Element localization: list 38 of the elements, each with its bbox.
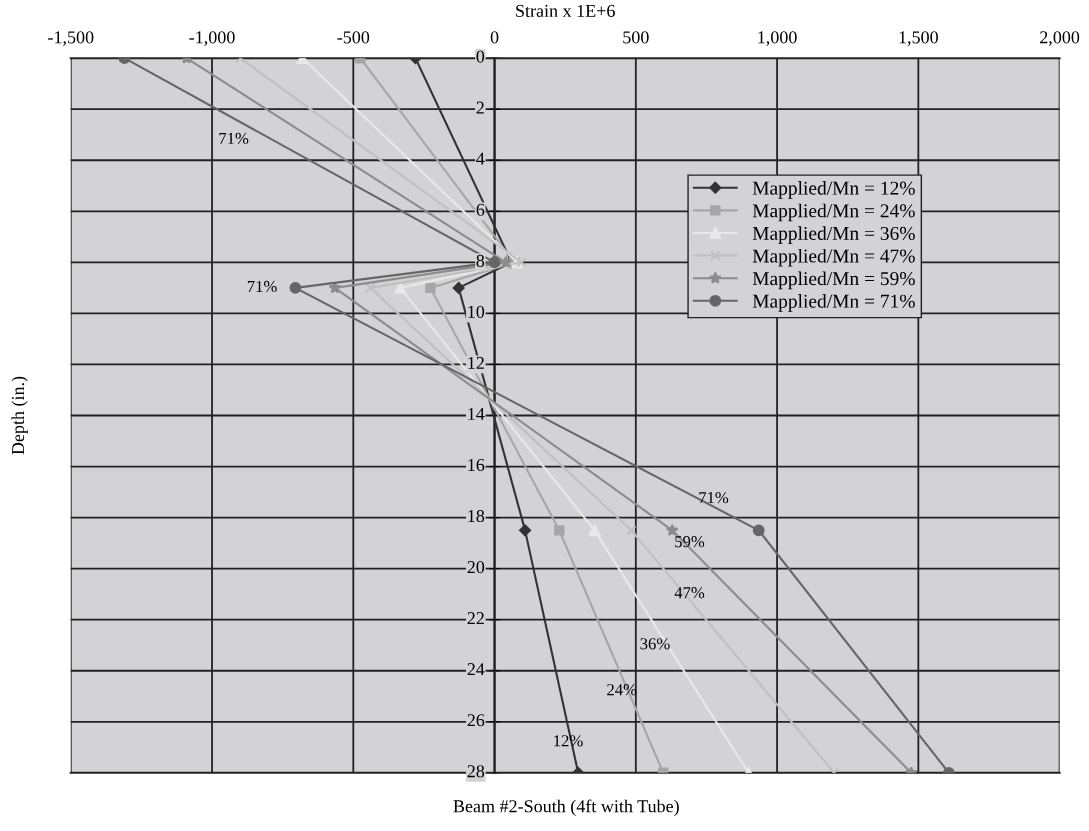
legend-label: Mapplied/Mn = 36% — [752, 226, 915, 244]
annotation: 36% — [640, 638, 670, 650]
legend-label: Mapplied/Mn = 47% — [752, 248, 915, 267]
y-tick-label: 6 — [476, 203, 485, 216]
x-tick-label: 1,000 — [758, 31, 797, 46]
x-tick-label: -1,000 — [189, 31, 235, 46]
x-tick-label: 2,000 — [1040, 31, 1080, 46]
y-tick-label: 2 — [476, 101, 484, 114]
legend-label: Mapplied/Mn = 71% — [752, 294, 915, 312]
annotation: 71% — [219, 132, 249, 145]
annotation: 47% — [674, 587, 705, 599]
x-tick-label: 500 — [623, 31, 649, 44]
x-tick-label: -1,500 — [48, 31, 94, 46]
y-tick-label: 18 — [468, 509, 485, 523]
y-axis-title: Depth (in.) — [11, 376, 28, 455]
y-tick-label: 16 — [468, 458, 485, 472]
y-tick-label: 4 — [476, 152, 485, 165]
x-axis-title: Strain x 1E+6 — [516, 4, 615, 17]
x-tick-label: 0 — [490, 31, 499, 44]
y-tick-label: 24 — [467, 663, 485, 676]
legend-label: Mapplied/Mn = 24% — [752, 203, 915, 222]
annotation: 71% — [247, 280, 277, 293]
y-tick-label: 10 — [468, 305, 485, 318]
annotation: 71% — [699, 491, 729, 504]
y-tick-label: 8 — [476, 254, 485, 267]
legend-label: Mapplied/Mn = 59% — [752, 271, 915, 290]
y-tick-label: 28 — [467, 765, 485, 778]
y-tick-label: 0 — [476, 50, 485, 63]
y-tick-label: 12 — [468, 356, 484, 369]
annotation: 59% — [675, 536, 705, 548]
x-tick-label: 1,500 — [899, 31, 938, 46]
y-tick-label: 26 — [467, 714, 485, 727]
legend-label: Mapplied/Mn = 12% — [752, 181, 915, 199]
y-tick-label: 22 — [467, 612, 484, 625]
y-tick-label: 20 — [467, 560, 485, 574]
y-tick-label: 14 — [468, 407, 485, 420]
x-tick-label: -500 — [337, 31, 370, 44]
text: Beam #2-South (4ft with Tube) — [453, 799, 679, 817]
